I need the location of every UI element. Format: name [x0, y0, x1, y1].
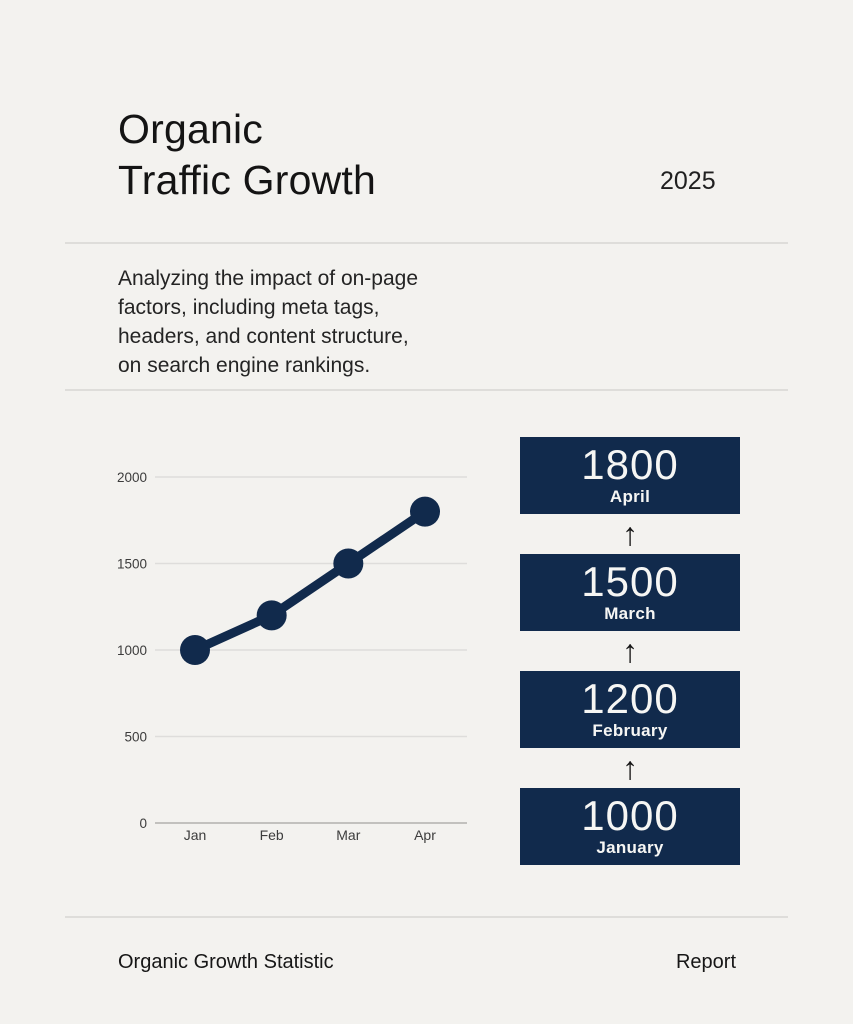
data-point	[333, 548, 364, 579]
timeline-box-january: 1000 January	[520, 788, 740, 865]
y-tick-label: 500	[124, 730, 147, 745]
description-line: Analyzing the impact of on-page	[118, 267, 419, 290]
footer-caption: Organic Growth Statistic	[118, 951, 334, 973]
y-tick-label: 1500	[117, 557, 147, 572]
chart-area: 0 500 1000 1500 2000 Jan Feb Mar Apr	[100, 437, 480, 857]
description-line: headers, and content structure,	[118, 325, 409, 348]
timeline-value: 1200	[581, 675, 679, 722]
x-tick-label: Feb	[260, 827, 284, 843]
y-tick-label: 1000	[117, 643, 147, 658]
timeline-month: February	[592, 721, 668, 740]
divider-middle	[65, 389, 788, 391]
data-point	[256, 600, 287, 631]
description-text: Analyzing the impact of on-page factors,…	[118, 264, 418, 380]
description-line: on search engine rankings.	[118, 354, 371, 377]
timeline-month: January	[596, 838, 664, 857]
timeline-value: 1800	[581, 441, 679, 488]
timeline-value: 1500	[581, 558, 679, 605]
x-tick-label: Jan	[184, 827, 207, 843]
timeline-box-april: 1800 April	[520, 437, 740, 514]
traffic-line-chart: 0 500 1000 1500 2000 Jan Feb Mar Apr	[117, 470, 467, 843]
timeline-value: 1000	[581, 792, 679, 839]
year-label: 2025	[660, 167, 716, 195]
timeline-month: April	[609, 487, 651, 506]
monthly-timeline: 1800 April ↑ 1500 March ↑ 1200 February …	[520, 437, 740, 865]
up-arrow-icon: ↑	[622, 633, 638, 669]
y-tick-label: 2000	[117, 470, 147, 485]
divider-bottom	[65, 916, 788, 918]
data-point	[180, 635, 210, 665]
page-title-line1: Organic	[118, 106, 263, 152]
line-series	[190, 507, 430, 655]
y-tick-label: 0	[139, 816, 147, 831]
x-tick-label: Mar	[336, 827, 360, 843]
up-arrow-icon: ↑	[622, 750, 638, 786]
timeline-month: March	[604, 604, 656, 623]
data-point	[410, 496, 440, 527]
timeline-box-february: 1200 February	[520, 671, 740, 748]
up-arrow-icon: ↑	[622, 516, 638, 552]
divider-top	[65, 242, 788, 244]
x-tick-label: Apr	[414, 827, 436, 843]
page-title: Organic Traffic Growth	[118, 104, 376, 206]
page-title-line2: Traffic Growth	[118, 157, 376, 203]
timeline-box-march: 1500 March	[520, 554, 740, 631]
description-line: factors, including meta tags,	[118, 296, 380, 319]
footer-report-label: Report	[675, 951, 736, 973]
